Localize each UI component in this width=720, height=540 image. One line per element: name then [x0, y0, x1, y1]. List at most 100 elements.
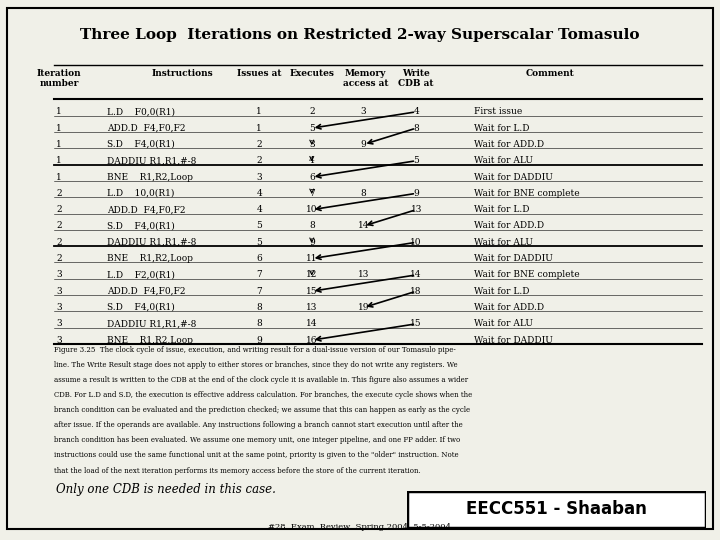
- Text: instructions could use the same functional unit at the same point, priority is g: instructions could use the same function…: [54, 451, 459, 460]
- Text: 2: 2: [56, 189, 62, 198]
- Text: that the load of the next iteration performs its memory access before the store : that the load of the next iteration perf…: [54, 467, 420, 475]
- Text: 8: 8: [256, 303, 262, 312]
- Text: L.D    10,0(R1): L.D 10,0(R1): [107, 189, 174, 198]
- Text: Instructions: Instructions: [151, 69, 213, 78]
- Text: after issue. If the operands are available. Any instructions following a branch : after issue. If the operands are availab…: [54, 421, 463, 429]
- Text: 15: 15: [410, 319, 422, 328]
- Text: 9: 9: [256, 336, 262, 345]
- Text: 1: 1: [56, 173, 62, 181]
- Text: 3: 3: [309, 140, 315, 149]
- Text: 10: 10: [410, 238, 422, 247]
- Text: ADD.D  F4,F0,F2: ADD.D F4,F0,F2: [107, 205, 185, 214]
- Text: 3: 3: [256, 173, 262, 181]
- Text: DADDIU R1,R1,#-8: DADDIU R1,R1,#-8: [107, 156, 196, 165]
- Text: 9: 9: [309, 238, 315, 247]
- Text: 1: 1: [56, 107, 62, 116]
- Text: EECC551 - Shaaban: EECC551 - Shaaban: [466, 500, 647, 518]
- Text: Iteration
number: Iteration number: [37, 69, 81, 88]
- Text: 3: 3: [56, 319, 62, 328]
- Text: 8: 8: [256, 319, 262, 328]
- Text: 5: 5: [256, 238, 262, 247]
- Text: Wait for DADDIU: Wait for DADDIU: [474, 336, 553, 345]
- Text: assume a result is written to the CDB at the end of the clock cycle it is availa: assume a result is written to the CDB at…: [54, 376, 468, 384]
- Text: 19: 19: [358, 303, 369, 312]
- Text: 5: 5: [256, 221, 262, 231]
- Text: branch condition has been evaluated. We assume one memory unit, one integer pipe: branch condition has been evaluated. We …: [54, 436, 460, 444]
- Text: 10: 10: [306, 205, 318, 214]
- Text: 3: 3: [56, 303, 62, 312]
- Text: Executes: Executes: [289, 69, 334, 78]
- Text: Issues at: Issues at: [237, 69, 282, 78]
- Text: 7: 7: [256, 271, 262, 279]
- Text: Figure 3.25  The clock cycle of issue, execution, and writing result for a dual-: Figure 3.25 The clock cycle of issue, ex…: [54, 346, 456, 354]
- Text: Wait for DADDIU: Wait for DADDIU: [474, 254, 553, 263]
- Text: branch condition can be evaluated and the prediction checked; we assume that thi: branch condition can be evaluated and th…: [54, 406, 470, 414]
- Text: Only one CDB is needed in this case.: Only one CDB is needed in this case.: [56, 483, 276, 496]
- Text: 3: 3: [56, 271, 62, 279]
- Text: S.D    F4,0(R1): S.D F4,0(R1): [107, 140, 174, 149]
- Text: Wait for DADDIU: Wait for DADDIU: [474, 173, 553, 181]
- Text: 11: 11: [306, 254, 318, 263]
- Text: Memory
access at: Memory access at: [343, 69, 389, 88]
- Text: BNE    R1,R2,Loop: BNE R1,R2,Loop: [107, 254, 192, 263]
- Text: 2: 2: [56, 254, 62, 263]
- Text: 8: 8: [309, 221, 315, 231]
- Text: 9: 9: [361, 140, 366, 149]
- Text: First issue: First issue: [474, 107, 522, 116]
- Text: Comment: Comment: [526, 69, 575, 78]
- Text: ADD.D  F4,F0,F2: ADD.D F4,F0,F2: [107, 287, 185, 296]
- Text: Wait for L.D: Wait for L.D: [474, 287, 529, 296]
- Text: 6: 6: [256, 254, 262, 263]
- Text: 14: 14: [358, 221, 369, 231]
- Text: Wait for L.D: Wait for L.D: [474, 124, 529, 133]
- Text: 1: 1: [256, 124, 262, 133]
- Text: 1: 1: [56, 124, 62, 133]
- Text: Wait for ADD.D: Wait for ADD.D: [474, 303, 544, 312]
- Text: 14: 14: [306, 319, 318, 328]
- Text: 5: 5: [413, 156, 419, 165]
- Text: 4: 4: [256, 205, 262, 214]
- Text: 16: 16: [306, 336, 318, 345]
- Text: 14: 14: [410, 271, 422, 279]
- Text: ADD.D  F4,F0,F2: ADD.D F4,F0,F2: [107, 124, 185, 133]
- Text: 3: 3: [56, 287, 62, 296]
- Text: CDB. For L.D and S.D, the execution is effective address calculation. For branch: CDB. For L.D and S.D, the execution is e…: [54, 391, 472, 399]
- Text: Write
CDB at: Write CDB at: [398, 69, 434, 88]
- Text: 2: 2: [56, 221, 62, 231]
- Text: Wait for BNE complete: Wait for BNE complete: [474, 189, 580, 198]
- Text: line. The Write Result stage does not apply to either stores or branches, since : line. The Write Result stage does not ap…: [54, 361, 458, 369]
- Text: 2: 2: [256, 156, 262, 165]
- Text: Three Loop  Iterations on Restricted 2-way Superscalar Tomasulo: Three Loop Iterations on Restricted 2-wa…: [80, 28, 640, 42]
- Text: Wait for ADD.D: Wait for ADD.D: [474, 221, 544, 231]
- Text: Wait for ALU: Wait for ALU: [474, 319, 533, 328]
- Text: 3: 3: [56, 336, 62, 345]
- Text: 8: 8: [361, 189, 366, 198]
- Text: DADDIU R1,R1,#-8: DADDIU R1,R1,#-8: [107, 319, 196, 328]
- Text: Wait for ALU: Wait for ALU: [474, 156, 533, 165]
- Text: 9: 9: [413, 189, 419, 198]
- Text: Wait for ADD.D: Wait for ADD.D: [474, 140, 544, 149]
- Text: Wait for BNE complete: Wait for BNE complete: [474, 271, 580, 279]
- Text: 7: 7: [256, 287, 262, 296]
- Text: S.D    F4,0(R1): S.D F4,0(R1): [107, 221, 174, 231]
- Text: 1: 1: [256, 107, 262, 116]
- Text: Wait for ALU: Wait for ALU: [474, 238, 533, 247]
- Text: 15: 15: [306, 287, 318, 296]
- Text: BNE    R1,R2,Loop: BNE R1,R2,Loop: [107, 173, 192, 181]
- Text: 2: 2: [56, 205, 62, 214]
- Text: 7: 7: [309, 189, 315, 198]
- Text: 2: 2: [256, 140, 262, 149]
- Text: 6: 6: [309, 173, 315, 181]
- Text: DADDIU R1,R1,#-8: DADDIU R1,R1,#-8: [107, 238, 196, 247]
- Text: 3: 3: [361, 107, 366, 116]
- Text: 18: 18: [410, 287, 422, 296]
- Text: 13: 13: [358, 271, 369, 279]
- Text: L.D    F0,0(R1): L.D F0,0(R1): [107, 107, 174, 116]
- Text: 4: 4: [413, 107, 419, 116]
- Text: L.D    F2,0(R1): L.D F2,0(R1): [107, 271, 174, 279]
- Text: 12: 12: [306, 271, 318, 279]
- Text: 5: 5: [309, 124, 315, 133]
- Text: 2: 2: [56, 238, 62, 247]
- Text: 2: 2: [309, 107, 315, 116]
- Text: 8: 8: [413, 124, 419, 133]
